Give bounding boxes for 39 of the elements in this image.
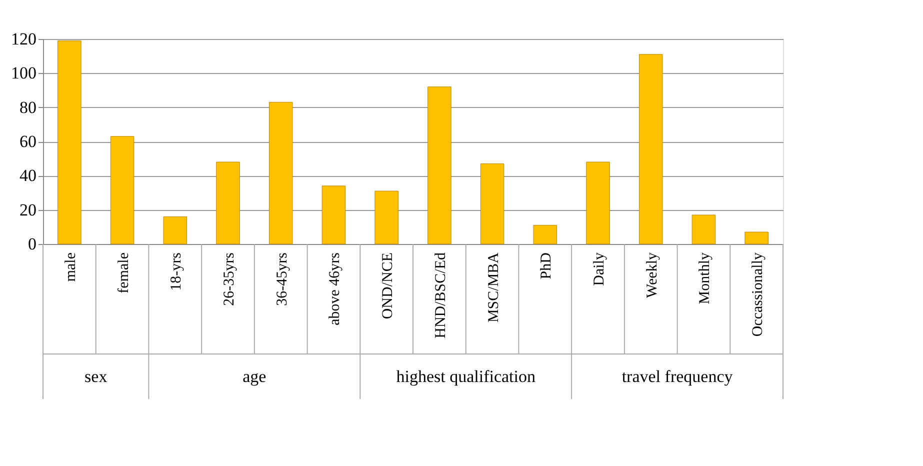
x-tick-label: HND/BSC/Ed	[432, 252, 449, 338]
bar	[163, 216, 188, 244]
x-tick-label: Occassionally	[750, 252, 766, 337]
bar	[268, 102, 293, 244]
y-tick-label: 20	[20, 200, 36, 220]
bar	[692, 214, 716, 244]
x-tick-label: MSC/MBA	[486, 252, 502, 323]
y-tick-label: 120	[11, 30, 36, 48]
bar	[533, 224, 558, 244]
x-tick-label: female	[116, 252, 132, 294]
x-tick-label: 26-35yrs	[222, 252, 238, 306]
x-tick-label: Daily	[592, 252, 608, 286]
text: travel frequency	[622, 367, 734, 386]
bar	[480, 163, 504, 244]
x-tick-label: Monthly	[697, 252, 714, 304]
x-tick-label: PhD	[538, 252, 555, 280]
bar	[110, 136, 134, 244]
x-tick-label: above 46yrs	[327, 252, 344, 326]
bar	[322, 186, 346, 244]
x-tick-label: 18-yrs	[168, 252, 185, 291]
x-tick-label: male	[62, 252, 79, 282]
text: sex	[84, 367, 108, 386]
bar	[428, 86, 452, 244]
y-tick-label: 100	[11, 64, 36, 83]
x-tick-label: OND/NCE	[380, 252, 396, 320]
y-tick-label: 40	[20, 166, 36, 186]
bar	[744, 232, 768, 244]
y-tick-label: 80	[20, 98, 36, 117]
x-tick-label: Weekly	[644, 252, 660, 298]
bar	[586, 162, 610, 244]
text: age	[242, 367, 266, 386]
bar	[638, 54, 663, 244]
bar	[374, 190, 398, 244]
text: highest qualification	[396, 367, 536, 386]
y-tick-label: 0	[28, 234, 36, 254]
bar	[216, 162, 240, 244]
bar	[58, 40, 82, 244]
y-tick-label: 60	[20, 132, 36, 151]
x-tick-label: 36-45yrs	[274, 252, 290, 306]
